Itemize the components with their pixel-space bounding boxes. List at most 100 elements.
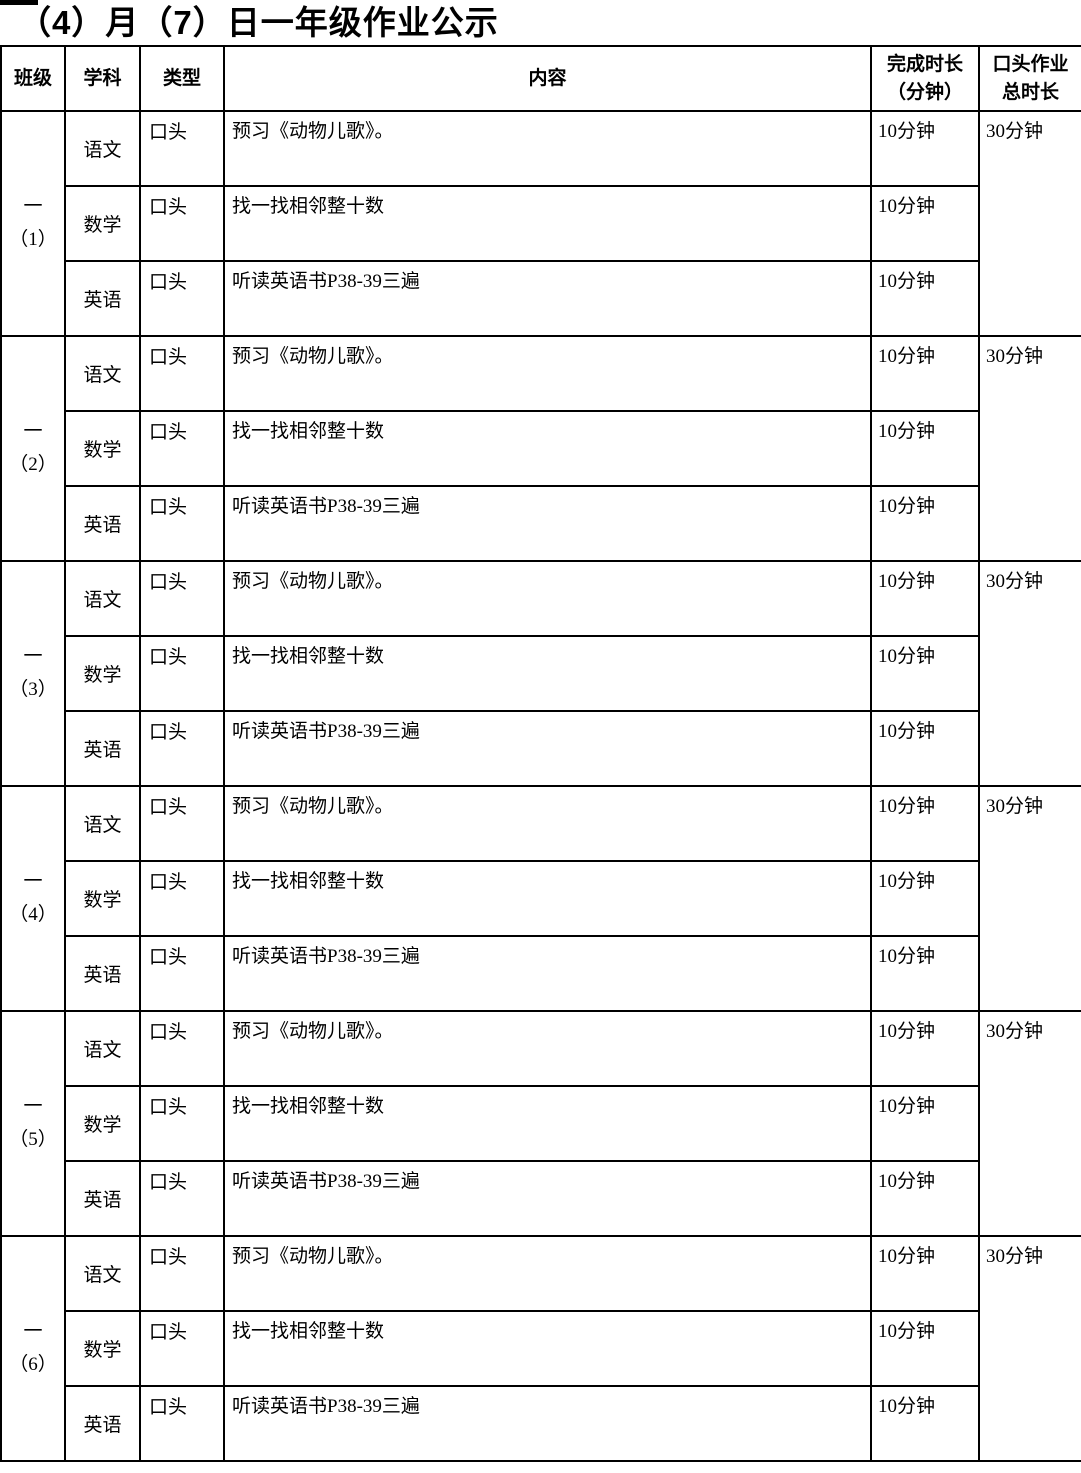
type-cell: 口头 <box>139 1310 225 1387</box>
subject-cell: 数学 <box>64 860 141 937</box>
duration-cell: 10分钟 <box>870 860 980 937</box>
duration-cell: 10分钟 <box>870 185 980 262</box>
header-class: 班级 <box>0 45 66 112</box>
duration-cell: 10分钟 <box>870 1010 980 1087</box>
table-row: 一 （4） 语文 口头 预习《动物儿歌》。 10分钟 30分钟 <box>0 785 1081 1012</box>
type-cell: 口头 <box>139 710 225 787</box>
subject-cell: 语文 <box>64 110 141 187</box>
total-cell: 30分钟 <box>978 785 1081 1012</box>
duration-cell: 10分钟 <box>870 1235 980 1312</box>
type-cell: 口头 <box>139 110 225 187</box>
header-duration-line2: （分钟） <box>886 81 963 103</box>
subject-cell: 语文 <box>64 1235 141 1312</box>
duration-cell: 10分钟 <box>870 560 980 637</box>
content-cell: 预习《动物儿歌》。 <box>223 1235 872 1312</box>
class-label-line2: （2） <box>9 453 57 475</box>
duration-cell: 10分钟 <box>870 1085 980 1162</box>
type-cell: 口头 <box>139 1010 225 1087</box>
table-row: 英语 口头 听读英语书P38-39三遍 10分钟 <box>1 710 1081 787</box>
type-cell: 口头 <box>139 1385 225 1462</box>
duration-cell: 10分钟 <box>870 710 980 787</box>
subject-cell: 语文 <box>64 1010 141 1087</box>
table-row: 数学 口头 找一找相邻整十数 10分钟 <box>1 185 1081 262</box>
header-total: 口头作业 总时长 <box>978 45 1081 112</box>
type-cell: 口头 <box>139 785 225 862</box>
type-cell: 口头 <box>139 1160 225 1237</box>
type-cell: 口头 <box>139 560 225 637</box>
table-row: 英语 口头 听读英语书P38-39三遍 10分钟 <box>1 260 1081 337</box>
header-type: 类型 <box>139 45 225 112</box>
page-title: （4）月（7）日一年级作业公示 <box>18 4 499 41</box>
duration-cell: 10分钟 <box>870 260 980 337</box>
table-row: 数学 口头 找一找相邻整十数 10分钟 <box>1 635 1081 712</box>
subject-cell: 数学 <box>64 635 141 712</box>
table-row: 英语 口头 听读英语书P38-39三遍 10分钟 <box>1 1385 1081 1462</box>
content-cell: 找一找相邻整十数 <box>223 185 872 262</box>
content-cell: 找一找相邻整十数 <box>223 1310 872 1387</box>
subject-cell: 英语 <box>64 260 141 337</box>
subject-cell: 数学 <box>64 185 141 262</box>
class-label-line1: 一 <box>23 1321 43 1343</box>
duration-cell: 10分钟 <box>870 335 980 412</box>
total-cell: 30分钟 <box>978 110 1081 337</box>
content-cell: 听读英语书P38-39三遍 <box>223 260 872 337</box>
subject-cell: 英语 <box>64 710 141 787</box>
table-row: 一 （2） 语文 口头 预习《动物儿歌》。 10分钟 30分钟 <box>0 335 1081 562</box>
type-cell: 口头 <box>139 860 225 937</box>
header-total-line2: 总时长 <box>1001 81 1059 103</box>
class-cell: 一 （6） <box>0 1235 66 1462</box>
content-cell: 听读英语书P38-39三遍 <box>223 935 872 1012</box>
content-cell: 预习《动物儿歌》。 <box>223 560 872 637</box>
header-duration-line1: 完成时长 <box>886 53 963 75</box>
table-row: 数学 口头 找一找相邻整十数 10分钟 <box>1 410 1081 487</box>
content-cell: 找一找相邻整十数 <box>223 860 872 937</box>
subject-cell: 语文 <box>64 785 141 862</box>
class-label-line1: 一 <box>23 196 43 218</box>
table-row: 英语 口头 听读英语书P38-39三遍 10分钟 <box>1 1160 1081 1237</box>
subject-cell: 语文 <box>64 335 141 412</box>
corner-artifact-mark <box>0 0 38 5</box>
content-cell: 找一找相邻整十数 <box>223 1085 872 1162</box>
total-cell: 30分钟 <box>978 1235 1081 1462</box>
table-row: 英语 口头 听读英语书P38-39三遍 10分钟 <box>1 935 1081 1012</box>
content-cell: 预习《动物儿歌》。 <box>223 335 872 412</box>
type-cell: 口头 <box>139 185 225 262</box>
type-cell: 口头 <box>139 1235 225 1312</box>
content-cell: 预习《动物儿歌》。 <box>223 1010 872 1087</box>
table-row: 数学 口头 找一找相邻整十数 10分钟 <box>1 860 1081 937</box>
table-row: 数学 口头 找一找相邻整十数 10分钟 <box>1 1310 1081 1387</box>
table-row: 一 （1） 语文 口头 预习《动物儿歌》。 10分钟 30分钟 <box>0 110 1081 337</box>
subject-cell: 数学 <box>64 410 141 487</box>
total-cell: 30分钟 <box>978 335 1081 562</box>
header-row: 班级 学科 类型 内容 完成时长 （分钟） 口头作业 总时长 <box>0 45 1081 112</box>
header-duration: 完成时长 （分钟） <box>870 45 980 112</box>
duration-cell: 10分钟 <box>870 110 980 187</box>
subject-cell: 数学 <box>64 1310 141 1387</box>
class-cell: 一 （4） <box>0 785 66 1012</box>
table-row: 一 （3） 语文 口头 预习《动物儿歌》。 10分钟 30分钟 <box>0 560 1081 787</box>
subject-cell: 英语 <box>64 1385 141 1462</box>
duration-cell: 10分钟 <box>870 635 980 712</box>
duration-cell: 10分钟 <box>870 1310 980 1387</box>
duration-cell: 10分钟 <box>870 410 980 487</box>
type-cell: 口头 <box>139 635 225 712</box>
class-label-line2: （3） <box>9 678 57 700</box>
content-cell: 听读英语书P38-39三遍 <box>223 485 872 562</box>
class-label-line1: 一 <box>23 421 43 443</box>
content-cell: 找一找相邻整十数 <box>223 635 872 712</box>
table-row: 一 （6） 语文 口头 预习《动物儿歌》。 10分钟 30分钟 <box>0 1235 1081 1462</box>
subject-cell: 英语 <box>64 1160 141 1237</box>
duration-cell: 10分钟 <box>870 935 980 1012</box>
type-cell: 口头 <box>139 485 225 562</box>
type-cell: 口头 <box>139 935 225 1012</box>
content-cell: 预习《动物儿歌》。 <box>223 785 872 862</box>
class-label-line2: （6） <box>9 1353 57 1375</box>
duration-cell: 10分钟 <box>870 1385 980 1462</box>
duration-cell: 10分钟 <box>870 785 980 862</box>
total-cell: 30分钟 <box>978 1010 1081 1237</box>
header-total-line1: 口头作业 <box>992 53 1069 75</box>
class-cell: 一 （5） <box>0 1010 66 1237</box>
content-cell: 预习《动物儿歌》。 <box>223 110 872 187</box>
subject-cell: 数学 <box>64 1085 141 1162</box>
header-content: 内容 <box>223 45 872 112</box>
